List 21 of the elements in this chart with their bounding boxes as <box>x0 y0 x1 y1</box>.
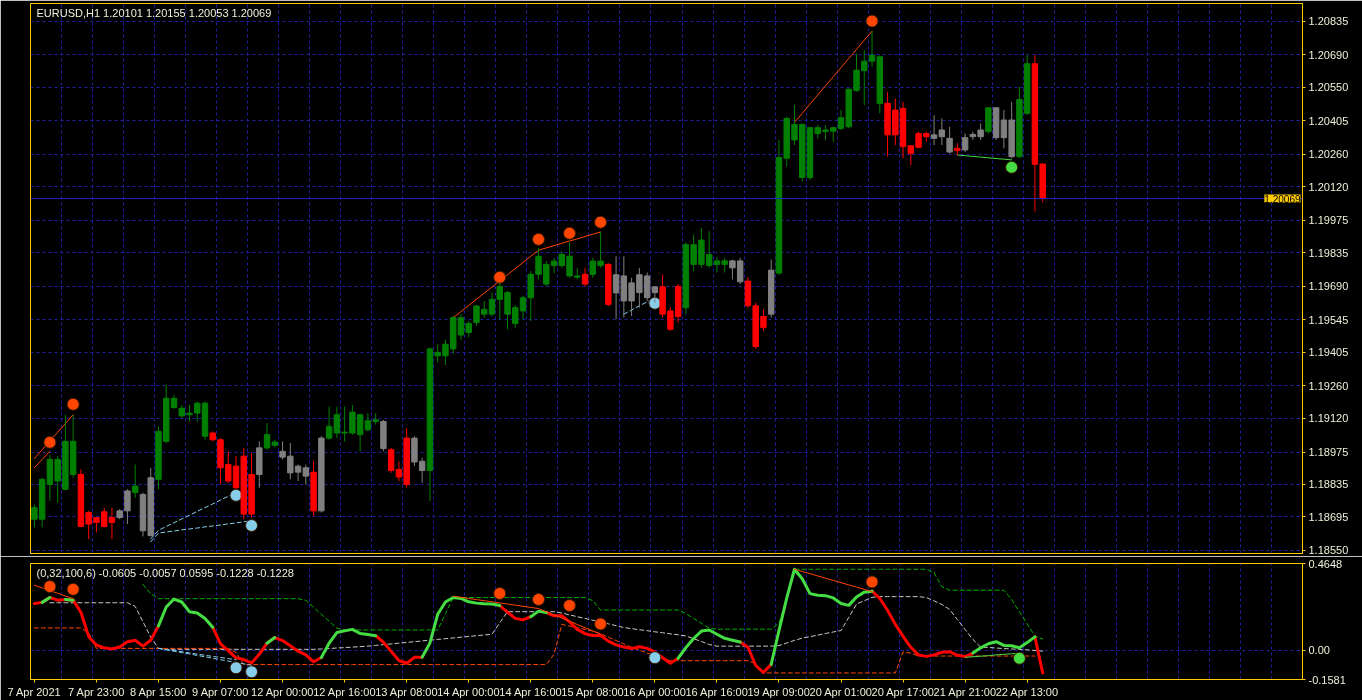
x-tick-label: 12 Apr 00:00 <box>251 685 314 698</box>
x-tick-label: 15 Apr 08:00 <box>561 685 624 698</box>
y-tick-label: 0.4648 <box>1308 557 1343 570</box>
x-tick-label: 21 Apr 21:00 <box>933 685 996 698</box>
x-tick-label: 16 Apr 16:00 <box>685 685 748 698</box>
x-tick-label: 16 Apr 00:00 <box>623 685 686 698</box>
chart-title: (0,32,100,6) -0.0605 -0.0057 0.0595 -0.1228 -0.1228 <box>36 566 294 579</box>
y-tick-label: 0.00 <box>1308 644 1330 657</box>
x-tick-label: 9 Apr 07:00 <box>192 685 249 698</box>
x-tick-label: 20 Apr 01:00 <box>809 685 872 698</box>
x-tick-label: 7 Apr 2021 <box>7 685 61 698</box>
x-tick-label: 7 Apr 23:00 <box>67 685 125 698</box>
x-tick-label: 14 Apr 16:00 <box>499 685 562 698</box>
y-tick-label: -0.1581 <box>1308 673 1346 686</box>
x-tick-label: 20 Apr 17:00 <box>871 685 934 698</box>
x-tick-label: 12 Apr 16:00 <box>313 685 376 698</box>
x-tick-label: 8 Apr 15:00 <box>130 685 187 698</box>
x-tick-label: 14 Apr 00:00 <box>437 685 500 698</box>
x-tick-label: 19 Apr 09:00 <box>747 685 810 698</box>
x-tick-label: 22 Apr 13:00 <box>995 685 1059 698</box>
x-tick-label: 13 Apr 08:00 <box>375 685 438 698</box>
